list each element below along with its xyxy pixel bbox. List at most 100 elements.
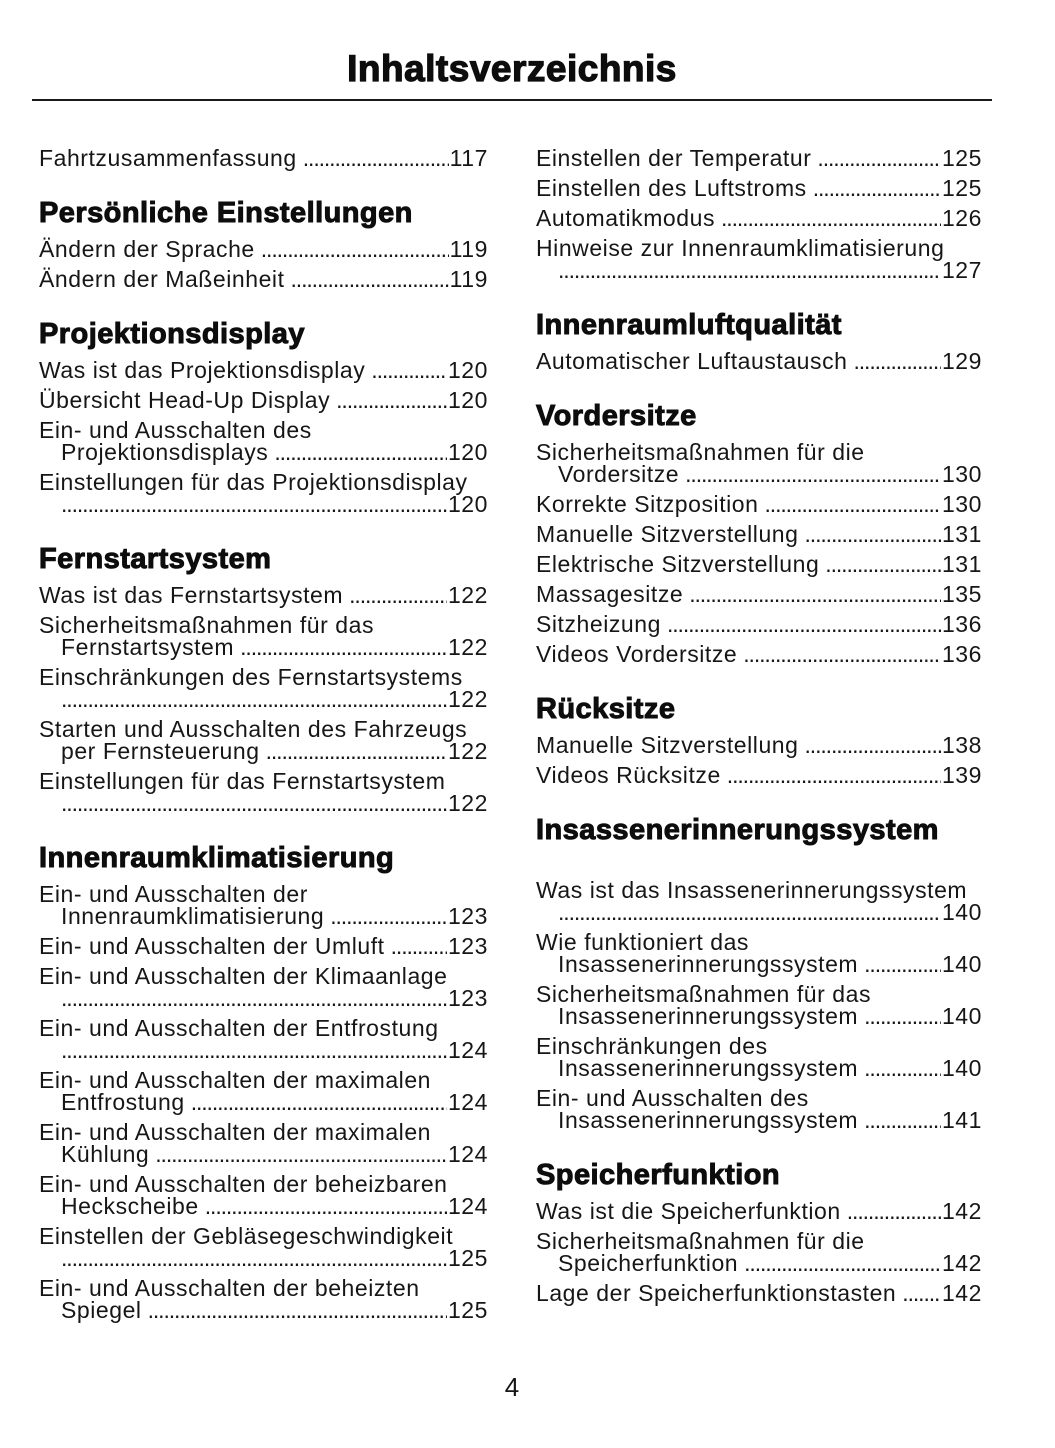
toc-entry-line: Massagesitze............................…	[536, 583, 982, 606]
toc-entry-line: Ein- und Ausschalten der maximalen	[39, 1067, 432, 1093]
toc-entry[interactable]: Manuelle Sitzverstellung................…	[536, 734, 982, 757]
dot-leader: ........................................…	[265, 740, 447, 762]
toc-entry[interactable]: Korrekte Sitzposition...................…	[536, 491, 982, 517]
toc-entry[interactable]: Einschränkungen des Fernstartsystems....…	[39, 666, 488, 711]
toc-entry[interactable]: Übersicht Head-Up Display...............…	[39, 387, 488, 413]
toc-entry-line: Was ist das Insassenerinnerungssystem	[536, 877, 968, 903]
toc-entry[interactable]: Sicherheitsmaßnahmen für die Speicherfunk…	[536, 1228, 982, 1275]
toc-entry-line: Sitzheizung.............................…	[536, 611, 982, 637]
toc-entry[interactable]: Fahrtzusammenfassung....................…	[39, 145, 488, 171]
toc-entry-line: Insassenerinnerungssystem...............…	[536, 1003, 982, 1029]
toc-entry[interactable]: Ein- und Ausschalten des Projektionsdispl…	[39, 419, 488, 465]
toc-entry-page-number: 131	[941, 551, 982, 577]
dot-leader: ........................................…	[804, 523, 941, 545]
toc-entry[interactable]: Sitzheizung.............................…	[536, 611, 982, 637]
dot-leader: ........................................…	[812, 177, 941, 199]
toc-entry[interactable]: Einschränkungen des Insassenerinnerungssy…	[536, 1035, 982, 1081]
toc-entry-page-number: 122	[447, 634, 488, 660]
toc-entry[interactable]: Automatischer Luftaustausch.............…	[536, 350, 982, 373]
toc-entry-page-number: 117	[449, 145, 488, 171]
toc-entry[interactable]: Ändern der Sprache......................…	[39, 238, 488, 261]
dot-leader: ........................................…	[689, 583, 941, 605]
toc-entry[interactable]: Sicherheitsmaßnahmen für das Insassenerin…	[536, 983, 982, 1029]
toc-entry[interactable]: Ein- und Ausschalten der Umluft.........…	[39, 933, 488, 959]
toc-entry-line: Sicherheitsmaßnahmen für die	[536, 1228, 865, 1254]
toc-entry[interactable]: Ein- und Ausschalten der maximalen Kühlun…	[39, 1121, 488, 1166]
toc-entry-title: Sitzheizung	[536, 611, 661, 637]
toc-entry-page-number: 140	[941, 899, 982, 925]
page-title: Inhaltsverzeichnis	[346, 48, 677, 89]
toc-entry-title: Insassenerinnerungssystem	[558, 1055, 859, 1081]
toc-entry-line: Elektrische Sitzverstellung.............…	[536, 551, 982, 577]
toc-entry[interactable]: Ein- und Ausschalten der Entfrostung....…	[39, 1017, 488, 1063]
toc-entry-title: Innenraumklimatisierung	[61, 903, 325, 929]
toc-entry-title: Projektionsdisplays	[61, 439, 269, 465]
toc-entry[interactable]: Einstellungen für das Projektionsdisplay…	[39, 471, 488, 517]
toc-entry-line: Innenraumklimatisierung.................…	[39, 903, 488, 929]
toc-entry[interactable]: Ein- und Ausschalten der Innenraumklimati…	[39, 883, 488, 929]
toc-entry[interactable]: Ein- und Ausschalten der Klimaanlage....…	[39, 965, 488, 1010]
toc-entry-line: per Fernsteuerung.......................…	[39, 738, 488, 764]
toc-entry[interactable]: Ein- und Ausschalten der beheizbaren Heck…	[39, 1173, 488, 1219]
toc-entry-title: Insassenerinnerungssystem	[558, 951, 859, 977]
toc-entry-line: ........................................…	[536, 259, 982, 282]
toc-entry[interactable]: Videos Vordersitze......................…	[536, 641, 982, 667]
toc-entry[interactable]: Ein- und Ausschalten der beheizten Spiege…	[39, 1277, 488, 1322]
toc-entry-page-number: 136	[941, 641, 982, 667]
toc-entry-line: Was ist das Fernstartsystem.............…	[39, 584, 488, 607]
toc-entry-page-number: 140	[941, 1003, 982, 1029]
toc-entry-page-number: 125	[941, 145, 982, 171]
toc-entry-title: Videos Rücksitze	[536, 762, 721, 788]
toc-entry[interactable]: Videos Rücksitze........................…	[536, 762, 982, 788]
toc-entry[interactable]: Starten und Ausschalten des Fahrzeugs per…	[39, 718, 488, 764]
section-heading: Insassenerinnerungssystem	[536, 814, 939, 846]
toc-entry[interactable]: Elektrische Sitzverstellung.............…	[536, 551, 982, 577]
toc-entry[interactable]: Wie funktioniert das Insassenerinnerungss…	[536, 931, 982, 977]
toc-entry[interactable]: Was ist das Fernstartsystem.............…	[39, 584, 488, 607]
toc-entry[interactable]: Einstellen des Luftstroms...............…	[536, 177, 982, 200]
toc-entry[interactable]: Sicherheitsmaßnahmen für die Vordersitze.…	[536, 441, 982, 487]
toc-entry[interactable]: Manuelle Sitzverstellung................…	[536, 523, 982, 546]
dot-leader: ........................................…	[764, 493, 940, 515]
toc-entry[interactable]: Was ist das Projektionsdisplay..........…	[39, 359, 488, 382]
toc-entry[interactable]: Einstellungen für das Fernstartsystem...…	[39, 770, 488, 815]
dot-leader: ........................................…	[61, 1039, 447, 1061]
toc-entry[interactable]: Einstellen der Temperatur...............…	[536, 145, 982, 171]
toc-entry-page-number: 140	[941, 1055, 982, 1081]
toc-entry[interactable]: Ein- und Ausschalten der maximalen Entfro…	[39, 1067, 488, 1114]
toc-entry-title: Heckscheibe	[61, 1193, 199, 1219]
section-heading: Rücksitze	[536, 693, 676, 725]
toc-entry[interactable]: Hinweise zur Innenraumklimatisierung....…	[536, 237, 982, 282]
toc-entry[interactable]: Automatikmodus..........................…	[536, 205, 982, 231]
page-number: 4	[504, 1372, 520, 1402]
toc-entry[interactable]: Was ist das Insassenerinnerungssystem...…	[536, 877, 982, 925]
toc-entry-title: Fahrtzusammenfassung	[39, 145, 297, 171]
toc-entry-title: Ändern der Maßeinheit	[39, 266, 285, 292]
toc-entry-line: Ändern der Sprache......................…	[39, 238, 488, 261]
toc-entry-page-number: 120	[447, 439, 488, 465]
dot-leader: ........................................…	[864, 1005, 941, 1027]
toc-entry-page-number: 124	[447, 1037, 488, 1063]
toc-entry[interactable]: Einstellen der Gebläsegeschwindigkeit...…	[39, 1225, 488, 1271]
toc-entry-line: Einstellen des Luftstroms...............…	[536, 177, 982, 200]
toc-entry-title: per Fernsteuerung	[61, 738, 260, 764]
toc-entry-page-number: 130	[941, 461, 982, 487]
toc-entry-title: Elektrische Sitzverstellung	[536, 551, 820, 577]
toc-entry[interactable]: Massagesitze............................…	[536, 583, 982, 606]
toc-entry-page-number: 125	[447, 1245, 488, 1271]
toc-entry-line: ........................................…	[39, 792, 488, 815]
toc-entry-page-number: 122	[447, 738, 488, 764]
toc-entry[interactable]: Ein- und Ausschalten des Insassenerinneru…	[536, 1087, 982, 1133]
toc-entry-page-number: 120	[447, 491, 488, 517]
toc-entry-title: Insassenerinnerungssystem	[558, 1107, 859, 1133]
toc-entry[interactable]: Was ist die Speicherfunktion............…	[536, 1200, 982, 1223]
toc-entry-page-number: 120	[447, 387, 488, 413]
toc-entry[interactable]: Ändern der Maßeinheit...................…	[39, 266, 488, 292]
toc-entry-line: Heckscheibe.............................…	[39, 1193, 488, 1219]
toc-entry-page-number: 130	[941, 491, 982, 517]
toc-entry-page-number: 126	[941, 205, 982, 231]
toc-entry[interactable]: Lage der Speicherfunktionstasten........…	[536, 1282, 982, 1305]
toc-entry-page-number: 123	[447, 933, 488, 959]
dot-leader: ........................................…	[330, 905, 447, 927]
toc-entry[interactable]: Sicherheitsmaßnahmen für das Fernstartsys…	[39, 614, 488, 660]
